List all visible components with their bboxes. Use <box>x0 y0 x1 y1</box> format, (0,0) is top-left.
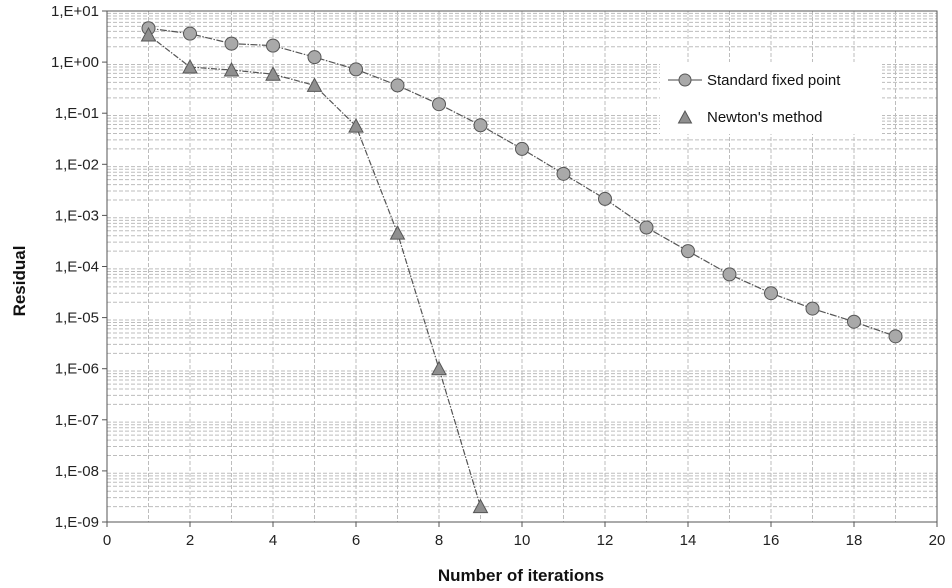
legend-label-newton: Newton's method <box>707 109 822 126</box>
x-tick-label: 10 <box>514 532 531 549</box>
data-point-fixed-point <box>598 191 612 206</box>
x-tick-label: 2 <box>186 532 194 549</box>
y-tick-label: 1,E-08 <box>55 463 99 480</box>
x-tick-label: 20 <box>929 532 946 549</box>
data-point-newton <box>140 26 157 42</box>
data-point-newton <box>348 118 364 133</box>
data-point-fixed-point <box>681 244 695 259</box>
x-tick-label: 0 <box>103 532 111 549</box>
y-tick-label: 1,E+00 <box>51 54 99 71</box>
data-point-fixed-point <box>390 78 405 93</box>
data-point-newton <box>223 61 240 77</box>
y-tick-label: 1,E-09 <box>55 514 99 531</box>
y-tick-label: 1,E-02 <box>55 156 99 173</box>
legend-marker-newton <box>677 109 693 124</box>
data-point-newton <box>265 66 281 81</box>
y-tick-label: 1,E-06 <box>55 361 99 378</box>
y-tick-label: 1,E+01 <box>51 3 99 20</box>
data-point-fixed-point <box>349 62 363 77</box>
y-tick-label: 1,E-03 <box>55 207 99 224</box>
data-point-fixed-point <box>307 50 322 65</box>
data-point-newton <box>306 77 323 92</box>
y-axis-title: Residual <box>10 246 29 317</box>
y-tick-label: 1,E-01 <box>55 105 99 122</box>
data-point-fixed-point <box>888 329 903 344</box>
x-tick-label: 4 <box>269 532 277 549</box>
data-point-newton <box>472 498 489 514</box>
axes: 1,E-09 1,E-08 1,E-07 1,E-06 1,E-05 1,E-04 1,E-… <box>51 3 945 549</box>
legend-box <box>660 62 882 134</box>
legend-label-fixed-point: Standard fixed point <box>707 72 841 89</box>
x-tick-label: 14 <box>680 532 697 549</box>
series-layer <box>140 21 903 514</box>
data-point-fixed-point <box>432 97 446 112</box>
x-tick-label: 8 <box>435 532 443 549</box>
y-tick-label: 1,E-07 <box>55 412 99 429</box>
x-tick-label: 18 <box>846 532 863 549</box>
data-point-fixed-point <box>847 314 861 329</box>
data-point-fixed-point <box>556 166 571 181</box>
legend-marker-fixed-point <box>678 73 692 87</box>
legend: Standard fixed point Newton's method <box>660 62 882 134</box>
data-point-fixed-point <box>639 220 654 235</box>
data-point-newton <box>389 225 406 240</box>
x-tick-label: 16 <box>763 532 780 549</box>
data-point-fixed-point <box>224 36 239 51</box>
grid <box>107 11 937 522</box>
data-point-fixed-point <box>183 26 197 41</box>
y-tick-label: 1,E-04 <box>55 259 99 276</box>
data-point-newton <box>182 58 198 74</box>
x-tick-label: 6 <box>352 532 360 549</box>
data-point-fixed-point <box>473 118 488 133</box>
data-point-fixed-point <box>515 141 529 156</box>
data-point-fixed-point <box>266 38 280 53</box>
data-point-fixed-point <box>764 286 778 301</box>
x-axis-title: Number of iterations <box>438 566 604 585</box>
data-point-fixed-point <box>722 267 737 282</box>
x-tick-label: 12 <box>597 532 614 549</box>
y-tick-label: 1,E-05 <box>55 310 99 327</box>
data-point-newton <box>431 360 447 376</box>
data-point-fixed-point <box>805 301 820 316</box>
